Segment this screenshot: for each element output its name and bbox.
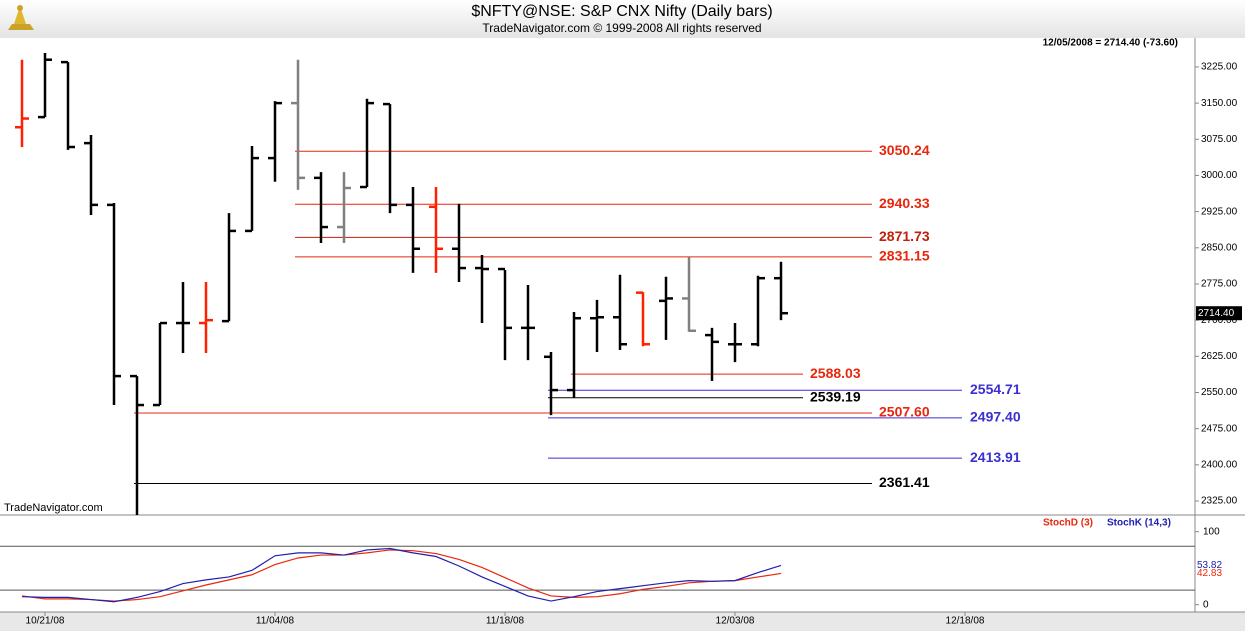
chart-subtitle: TradeNavigator.com © 1999-2008 All right… [482,21,761,35]
level-label: 2497.40 [970,409,1021,425]
info-text: 12/05/2008 = 2714.40 (-73.60) [1043,38,1178,49]
y-tick-label: 2775.00 [1201,279,1238,290]
level-label: 2507.60 [879,404,930,420]
y-tick-label: 2625.00 [1201,351,1238,362]
y-tick-label: 2700.00 [1201,315,1238,326]
last-price-label: 2714.40 [1198,308,1235,319]
y-tick-label: 0 [1203,599,1209,610]
chart-title: $NFTY@NSE: S&P CNX Nifty (Daily bars) [471,3,772,20]
level-label: 2940.33 [879,195,930,211]
legend-entry: StochD (3) [1043,518,1093,529]
x-tick-label: 12/18/08 [946,616,985,627]
stoch-line [21,547,782,603]
legend-entry: StochK (14,3) [1107,518,1171,529]
y-tick-label: 100 [1203,526,1220,537]
last-price-box [1196,306,1242,321]
y-tick-label: 2850.00 [1201,242,1238,253]
y-tick-label: 3000.00 [1201,170,1238,181]
last-value-label: 53.82 [1197,560,1222,571]
level-label: 2539.19 [810,388,861,404]
level-label: 2831.15 [879,248,930,264]
stoch-line [21,549,782,602]
level-label: 2361.41 [879,474,930,490]
level-label: 2588.03 [810,365,861,381]
y-tick-label: 3225.00 [1201,62,1238,73]
level-label: 2413.91 [970,449,1021,465]
level-label: 2554.71 [970,381,1021,397]
y-tick-label: 2550.00 [1201,387,1238,398]
level-label: 2871.73 [879,228,930,244]
y-tick-label: 3075.00 [1201,134,1238,145]
date-axis-band [0,612,1245,631]
y-tick-label: 3150.00 [1201,98,1238,109]
y-tick-label: 2400.00 [1201,459,1238,470]
header-band [0,0,1245,38]
x-tick-label: 11/18/08 [486,616,525,627]
x-tick-label: 12/03/08 [716,616,755,627]
logo [8,5,34,30]
price-plot [15,52,962,515]
x-tick-label: 11/04/08 [256,616,295,627]
x-tick-label: 10/21/08 [26,616,65,627]
y-tick-label: 2475.00 [1201,423,1238,434]
last-value-label: 42.83 [1197,568,1222,579]
y-tick-label: 2325.00 [1201,496,1238,507]
level-label: 3050.24 [879,142,930,158]
y-tick-label: 2925.00 [1201,206,1238,217]
watermark: TradeNavigator.com [4,502,103,514]
